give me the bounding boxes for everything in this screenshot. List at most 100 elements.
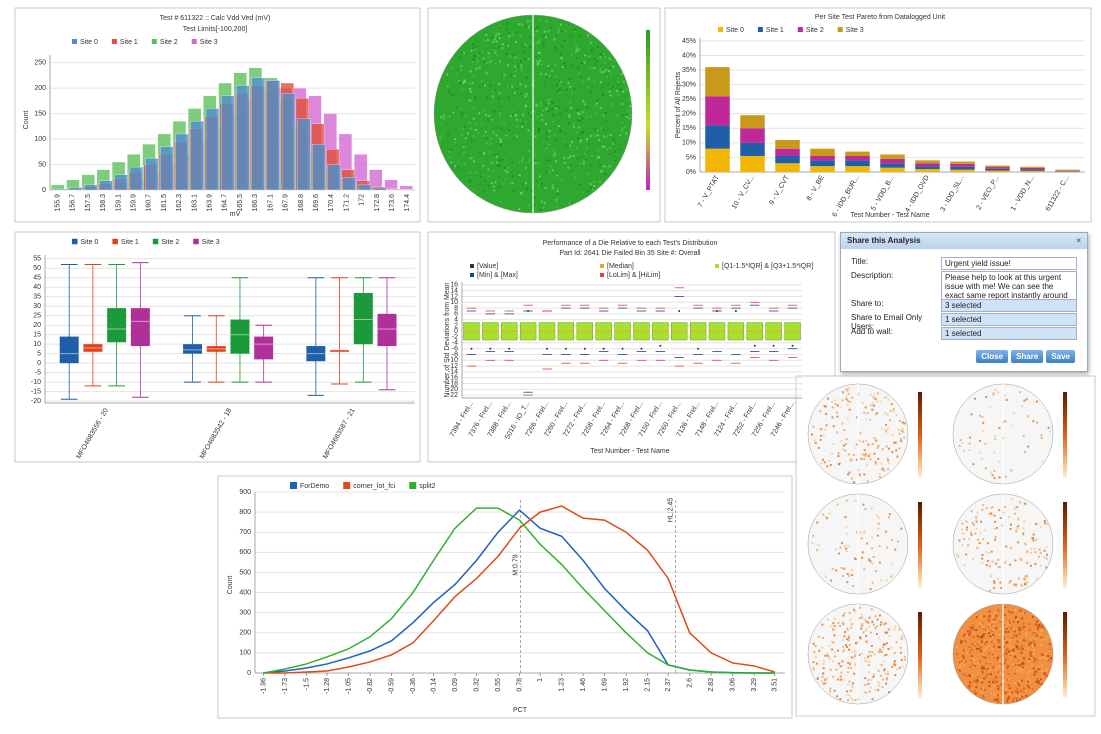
wafer-die: [563, 140, 566, 143]
field-textarea[interactable]: Please help to look at this urgent issue…: [941, 271, 1077, 309]
y-tick-label: 40%: [682, 52, 696, 59]
wafer-die: [868, 690, 871, 693]
wafer-die: [543, 30, 546, 33]
field-select[interactable]: 1 selected: [941, 327, 1077, 340]
wafer-die: [1000, 683, 1003, 686]
wafer-die: [500, 73, 503, 76]
wafer-die: [593, 184, 596, 187]
wafer-die: [893, 652, 896, 655]
y-tick-label: -6: [452, 346, 458, 353]
field-select[interactable]: 3 selected: [941, 299, 1077, 312]
wafer-die: [967, 631, 970, 634]
wafer-die: [480, 122, 483, 125]
y-tick-label: 16: [450, 282, 458, 289]
wafer-die: [520, 23, 523, 26]
value-dot: [546, 347, 548, 350]
y-tick-label: 100: [239, 650, 251, 657]
wafer-die: [469, 90, 472, 93]
button[interactable]: Close: [976, 350, 1009, 363]
wafer-die: [976, 672, 979, 675]
wafer-die: [968, 448, 971, 451]
wafer-die: [537, 41, 540, 44]
x-tick-label: 3.29: [751, 678, 758, 692]
wafer-die: [1034, 562, 1037, 565]
wafer-die: [447, 131, 450, 134]
wafer-die: [836, 503, 839, 506]
field-input[interactable]: Urgent yield issue!: [941, 257, 1077, 270]
wafer-die: [963, 564, 966, 567]
wafer-die: [571, 53, 574, 56]
wafer-die: [958, 661, 961, 664]
bar: [266, 80, 280, 191]
legend-swatch: [290, 482, 297, 489]
wafer-die: [596, 149, 599, 152]
wafer-die: [873, 452, 876, 455]
wafer-die: [963, 633, 966, 636]
wafer-die: [979, 667, 982, 670]
wafer-die: [852, 682, 855, 685]
wafer-die: [1008, 639, 1011, 642]
wafer-die: [588, 78, 591, 81]
wafer-die: [557, 197, 560, 200]
wafer-die: [589, 41, 592, 44]
wafer-die: [975, 629, 978, 632]
button[interactable]: Save: [1046, 350, 1075, 363]
wafer-die: [886, 631, 889, 634]
wafer-die: [975, 685, 978, 688]
wafer-die: [997, 671, 1000, 674]
wafer-die: [597, 155, 600, 158]
y-tick-label: 35%: [682, 67, 696, 74]
wafer-die: [511, 175, 514, 178]
wafer-die: [1042, 656, 1045, 659]
wafer-die: [997, 685, 1000, 688]
wafer-die: [1014, 608, 1017, 611]
wafer-die: [965, 528, 968, 531]
y-tick-label: 250: [34, 59, 46, 66]
wafer-die: [1007, 630, 1010, 633]
wafer-die: [599, 68, 602, 71]
wafer-die: [975, 692, 978, 695]
wafer-die: [567, 118, 570, 121]
wafer-die: [579, 162, 582, 165]
wafer-die: [973, 658, 976, 661]
wafer-die: [627, 109, 630, 112]
box: [59, 336, 79, 364]
wafer-die: [978, 636, 981, 639]
wafer-die: [590, 67, 593, 70]
wafer-die: [1016, 621, 1019, 624]
wafer-die: [993, 469, 996, 472]
wafer-die: [594, 129, 597, 132]
box: [130, 308, 150, 347]
wafer-die: [1008, 610, 1011, 613]
wafer-die: [998, 616, 1001, 619]
wafer-die: [461, 112, 464, 115]
wafer-die: [900, 635, 903, 638]
wafer-die: [846, 581, 849, 584]
wafer-die: [1035, 538, 1038, 541]
wafer-die: [828, 459, 831, 462]
field-select[interactable]: 1 selected: [941, 313, 1077, 326]
panel: [427, 231, 836, 463]
line-series: [263, 507, 775, 674]
y-tick-label: 150: [34, 110, 46, 117]
wafer-die: [958, 539, 961, 542]
button[interactable]: Share: [1011, 350, 1044, 363]
wafer-die: [990, 512, 993, 515]
wafer-die: [1036, 628, 1039, 631]
wafer-die: [850, 656, 853, 659]
wafer-die: [469, 157, 472, 160]
close-icon[interactable]: ×: [1076, 236, 1081, 245]
wafer-die: [887, 670, 890, 673]
wafer-die: [816, 677, 819, 680]
wafer-die: [1032, 649, 1035, 652]
wafer-die: [854, 499, 857, 502]
wafer-die: [859, 617, 862, 620]
wafer-die: [523, 51, 526, 54]
y-tick-label: 30: [33, 303, 41, 310]
wafer-die: [847, 661, 850, 664]
wafer-die: [1005, 688, 1008, 691]
wafer-die: [899, 646, 902, 649]
wafer-die: [553, 134, 556, 137]
wafer-die: [472, 134, 475, 137]
wafer-die: [589, 183, 592, 186]
